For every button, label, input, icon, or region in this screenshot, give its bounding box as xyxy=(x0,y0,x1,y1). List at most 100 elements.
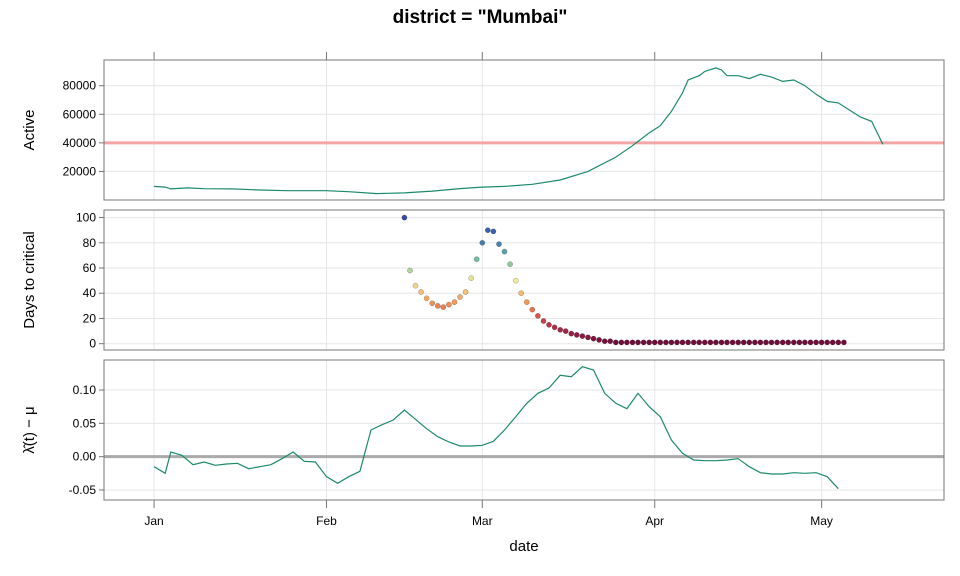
x-tick-label: May xyxy=(810,514,833,528)
active-panel: 20000 40000 60000 80000 Active xyxy=(21,59,945,201)
x-tick-label: Apr xyxy=(645,514,664,528)
data-point xyxy=(740,339,747,346)
data-point xyxy=(774,339,780,346)
data-point xyxy=(473,256,480,263)
panel-frame xyxy=(103,359,945,501)
data-point xyxy=(729,339,736,346)
y-tick-label: 20000 xyxy=(63,164,97,178)
data-point xyxy=(579,333,586,339)
x-axis-label: date xyxy=(509,538,538,555)
data-point xyxy=(612,339,619,346)
data-point xyxy=(824,339,831,346)
data-point xyxy=(746,339,753,346)
data-point xyxy=(601,338,608,345)
data-point xyxy=(557,326,564,333)
data-point xyxy=(757,339,764,346)
y-axis-label: Days to critical xyxy=(21,231,38,329)
data-point xyxy=(807,339,814,346)
y-tick-label: 0.05 xyxy=(73,416,97,430)
data-point xyxy=(440,304,447,310)
data-point xyxy=(718,339,725,346)
data-point xyxy=(540,318,547,324)
y-tick-label: 20 xyxy=(83,311,97,325)
y-tick-label: 100 xyxy=(76,211,96,225)
data-point xyxy=(535,313,541,319)
data-point xyxy=(618,339,625,346)
y-axis-label: λ̂(t) − μ xyxy=(21,406,38,453)
data-point xyxy=(790,339,797,346)
series-line xyxy=(153,366,839,490)
data-point xyxy=(446,301,452,308)
data-point xyxy=(679,339,686,346)
y-tick-label: 40 xyxy=(83,286,97,300)
data-point xyxy=(523,299,530,305)
data-point xyxy=(651,339,658,346)
data-point xyxy=(674,339,680,346)
data-point xyxy=(763,339,769,346)
data-point xyxy=(585,334,591,341)
data-point xyxy=(707,339,714,346)
data-point xyxy=(607,338,614,345)
data-point xyxy=(785,339,792,346)
y-tick-label: 80000 xyxy=(63,79,97,93)
data-point xyxy=(596,337,602,343)
series-line xyxy=(154,67,884,195)
data-point xyxy=(696,339,703,346)
data-point xyxy=(590,335,597,342)
plot-area xyxy=(154,67,884,195)
data-point xyxy=(429,300,436,307)
data-point xyxy=(835,339,842,346)
data-point xyxy=(779,339,786,346)
data-point xyxy=(829,339,836,346)
data-point xyxy=(468,275,475,281)
y-tick-label: -0.05 xyxy=(69,483,97,497)
data-point xyxy=(551,324,558,331)
data-point xyxy=(518,290,525,297)
data-point xyxy=(423,295,430,302)
data-point xyxy=(813,339,819,346)
data-point xyxy=(657,339,664,346)
data-point xyxy=(646,339,653,346)
data-point xyxy=(462,289,469,295)
panel-frame xyxy=(103,59,945,201)
x-tick-label: Jan xyxy=(144,514,163,528)
data-point xyxy=(490,228,497,235)
data-point xyxy=(496,241,502,247)
data-point xyxy=(768,339,775,346)
data-point xyxy=(418,289,424,295)
data-point xyxy=(640,339,647,346)
data-point xyxy=(685,339,691,346)
y-axis-label: Active xyxy=(21,110,38,151)
x-axis: Jan Feb Mar Apr May xyxy=(144,52,833,528)
x-tick-label: Mar xyxy=(472,514,493,528)
data-point xyxy=(451,299,458,305)
data-point xyxy=(529,306,536,313)
data-point xyxy=(663,339,669,346)
data-point xyxy=(724,339,730,346)
data-point xyxy=(818,339,825,346)
chart-title: district = "Mumbai" xyxy=(393,7,568,28)
data-point xyxy=(713,339,719,346)
data-point xyxy=(401,214,408,221)
data-point xyxy=(635,339,641,346)
data-point xyxy=(735,339,742,346)
panel-frame xyxy=(103,209,945,351)
data-point xyxy=(629,339,636,346)
data-point xyxy=(573,332,580,338)
data-point xyxy=(546,321,552,328)
data-point xyxy=(479,239,486,246)
y-tick-label: 40000 xyxy=(63,136,97,150)
data-point xyxy=(752,339,758,346)
data-point xyxy=(701,339,708,346)
data-point xyxy=(690,339,697,346)
y-tick-label: 60000 xyxy=(63,107,97,121)
data-point xyxy=(457,294,463,300)
y-tick-label: 0.10 xyxy=(73,383,97,397)
data-point xyxy=(796,339,803,346)
data-point xyxy=(841,339,847,346)
data-point xyxy=(412,282,419,289)
plot-area xyxy=(153,366,839,490)
plot-area xyxy=(401,214,847,346)
